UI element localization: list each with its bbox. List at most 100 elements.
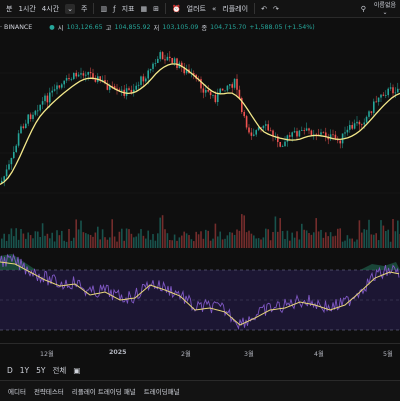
volume-bar [68, 228, 70, 248]
volume-bar [39, 236, 41, 248]
user-menu[interactable]: 이름없음 ⌄ [374, 2, 396, 16]
volume-bar [56, 230, 58, 248]
volume-bar [226, 235, 229, 248]
volume-bar [202, 238, 205, 248]
tab-replay-trading[interactable]: 리플레이 트레이딩 패널 [71, 388, 136, 396]
volume-bar [382, 225, 385, 248]
volume-bar [361, 232, 363, 248]
candle-body [10, 157, 13, 165]
volume-bar [3, 233, 5, 248]
tab-editor[interactable]: 에디터 [8, 388, 26, 396]
candle-body [229, 84, 231, 86]
volume-bar [25, 238, 27, 248]
candle-body [284, 141, 286, 147]
candle-body [253, 134, 255, 136]
timeframe-4h[interactable]: 4시간 [41, 4, 60, 13]
candle-body [121, 89, 123, 91]
rsi-overbought-fill [0, 254, 400, 270]
candle-body [8, 164, 10, 170]
volume-bar [171, 240, 173, 248]
indicators-button[interactable]: 지표 [121, 4, 135, 13]
candle-body [310, 130, 313, 135]
volume-bar [346, 235, 349, 248]
timeframe-1h[interactable]: 1시간 [18, 4, 36, 13]
candle-body [291, 132, 293, 137]
candle-body [382, 94, 385, 96]
candle-body [293, 131, 296, 133]
replay-icon[interactable]: « [212, 4, 217, 13]
indicators-icon[interactable]: ƒ [113, 4, 116, 13]
volume-bar [310, 234, 313, 248]
volume-bar [185, 233, 188, 248]
candle-body [305, 128, 308, 131]
candle-body [173, 58, 176, 63]
replay-button[interactable]: 리플레이 [222, 4, 249, 13]
volume-bar [241, 214, 243, 248]
time-axis[interactable]: 12월 2025 2월 3월 4월 5월 [0, 343, 400, 361]
volume-bar [173, 234, 176, 248]
close-label: 종 [201, 24, 208, 32]
volume-bar [373, 234, 375, 248]
layout-icon[interactable]: ⊞ [153, 4, 159, 13]
timeframe-week[interactable]: 주 [81, 4, 88, 13]
candle-body [277, 136, 279, 142]
layout-grid-icon[interactable]: ▦ [140, 4, 148, 13]
candle-body [118, 89, 121, 91]
candle-body [106, 83, 109, 90]
candle-body [37, 110, 39, 112]
volume-bar [17, 239, 20, 248]
candle-body [133, 89, 135, 93]
tab-strategy-tester[interactable]: 전략테스터 [33, 388, 64, 396]
price-grid [0, 72, 400, 194]
volume-bar [65, 241, 68, 248]
candle-body [241, 98, 243, 112]
volume-bar [298, 239, 301, 248]
candle-body [183, 67, 185, 74]
candle-body [5, 169, 8, 177]
range-d[interactable]: D [7, 365, 13, 375]
rsi-pane[interactable] [0, 248, 400, 343]
volume-bar [301, 223, 303, 248]
volume-bar [111, 219, 113, 248]
volume-bar [8, 234, 10, 248]
alarm-icon[interactable]: ⏰ [171, 4, 181, 13]
candle-body [77, 74, 80, 77]
volume-bar [70, 240, 73, 248]
volume-bar [85, 233, 87, 248]
chevron-down-icon[interactable]: ⌄ [65, 3, 76, 14]
candle-body [358, 121, 361, 125]
volume-bar [135, 236, 137, 248]
range-5y[interactable]: 5Y [36, 365, 46, 375]
tab-trading-panel[interactable]: 트레이딩패널 [143, 388, 180, 396]
undo-icon[interactable]: ↶ [261, 4, 267, 13]
volume-bar [209, 240, 212, 248]
volume-bar [334, 235, 337, 248]
candle-body [157, 58, 159, 63]
search-icon[interactable]: ⚲ [360, 4, 366, 13]
candle-body [392, 87, 394, 94]
volume-bar [344, 240, 346, 248]
volume-bar [272, 232, 274, 248]
calendar-icon[interactable]: ▣ [73, 365, 81, 375]
candle-body [353, 123, 356, 129]
volume-bar [104, 237, 106, 248]
candle-type-icon[interactable]: ▥ [100, 4, 108, 13]
volume-bar [392, 218, 394, 248]
range-1y[interactable]: 1Y [19, 365, 30, 375]
volume-bar [397, 220, 399, 248]
open-value: 103,126.65 [66, 23, 103, 31]
volume-bar [118, 231, 121, 248]
candle-body [346, 129, 349, 133]
volume-bar [221, 239, 224, 248]
volume-bar [190, 239, 193, 248]
alert-button[interactable]: 얼러트 [186, 4, 206, 13]
symbol-exchange[interactable]: · BINANCE [0, 23, 33, 31]
candle-body [128, 88, 130, 90]
redo-icon[interactable]: ↷ [272, 4, 279, 13]
candle-body [104, 80, 106, 84]
price-chart[interactable] [0, 33, 400, 248]
candle-body [265, 124, 267, 126]
timeframe-minute[interactable]: 분 [6, 4, 13, 13]
candle-body [32, 114, 34, 120]
range-all[interactable]: 전체 [52, 365, 67, 375]
